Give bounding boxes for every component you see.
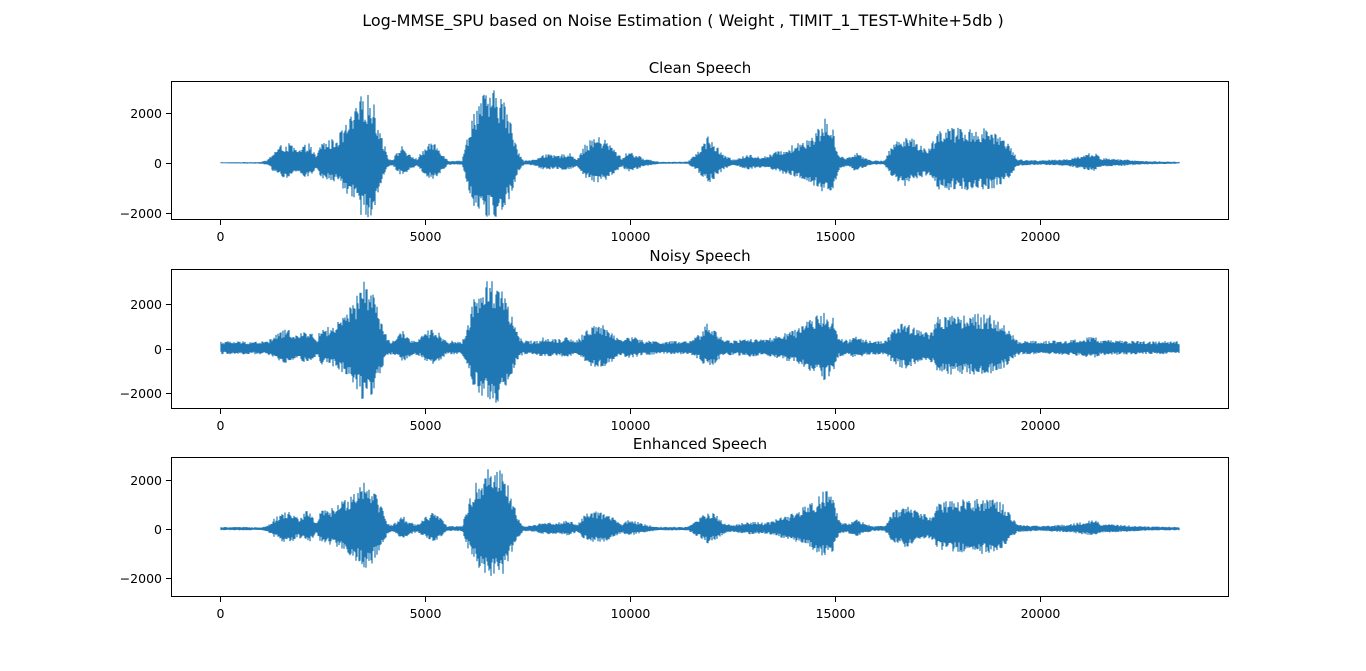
series-line: [220, 281, 1180, 403]
y-tick-label: 0: [154, 522, 162, 537]
x-tick-label: 5000: [410, 229, 442, 244]
y-tick-label: 2000: [130, 106, 162, 121]
subplot-2: Noisy Speech 0 5000 10000 15000 20000 −2000 0 20…: [120, 247, 1229, 433]
y-tick-label: 0: [154, 156, 162, 171]
subplot-1: Clean Speech 0 5000 10000 15000 20000 −2000 0 20…: [120, 59, 1229, 244]
x-tick-label: 20000: [1021, 229, 1061, 244]
x-tick-label: 15000: [816, 229, 856, 244]
x-tick-label: 10000: [611, 418, 651, 433]
x-tick-label: 10000: [611, 229, 651, 244]
subplot-title: Noisy Speech: [649, 247, 750, 265]
axes-frame: [171, 81, 1229, 220]
y-tick-label: −2000: [120, 386, 162, 401]
x-tick-label: 0: [217, 229, 225, 244]
y-tick-label: −2000: [120, 571, 162, 586]
x-tick-label: 0: [217, 418, 225, 433]
subplot-title: Enhanced Speech: [633, 435, 767, 453]
x-tick-label: 20000: [1021, 606, 1061, 621]
y-tick-label: 2000: [130, 473, 162, 488]
figure-title: Log-MMSE_SPU based on Noise Estimation (…: [362, 11, 1004, 31]
x-tick-label: 15000: [816, 418, 856, 433]
subplot-title: Clean Speech: [649, 59, 752, 77]
x-tick-label: 10000: [611, 606, 651, 621]
x-tick-label: 5000: [410, 606, 442, 621]
x-tick-label: 15000: [816, 606, 856, 621]
y-tick-label: 0: [154, 342, 162, 357]
axes-frame: [171, 269, 1229, 409]
axes-frame: [171, 457, 1229, 597]
x-tick-label: 20000: [1021, 418, 1061, 433]
series-line: [220, 469, 1180, 576]
x-tick-label: 5000: [410, 418, 442, 433]
y-tick-label: −2000: [120, 206, 162, 221]
y-tick-label: 2000: [130, 297, 162, 312]
series-line: [220, 90, 1180, 218]
x-tick-label: 0: [217, 606, 225, 621]
